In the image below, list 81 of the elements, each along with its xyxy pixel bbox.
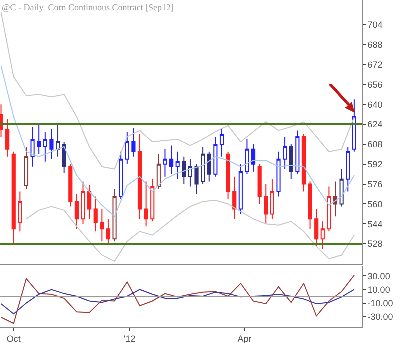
line-series — [0, 274, 355, 324]
x-tick-label: Oct — [6, 334, 22, 343]
line-series — [0, 66, 355, 218]
candlestick — [56, 122, 60, 158]
candlestick — [296, 130, 300, 175]
candlestick — [308, 181, 312, 230]
candlestick — [194, 164, 199, 195]
y-tick-label: 688 — [368, 40, 383, 50]
candlestick — [232, 176, 237, 220]
candlestick — [327, 186, 332, 232]
y-tick-label: 704 — [368, 20, 383, 30]
candlestick — [106, 218, 111, 246]
y-tick-label: 608 — [368, 140, 383, 150]
candlestick — [138, 134, 142, 220]
candlestick — [0, 104, 4, 138]
y-tick-label: -30.00 — [368, 312, 394, 322]
candlestick — [302, 134, 306, 192]
candlestick — [125, 132, 130, 165]
candlestick — [100, 208, 104, 242]
candlestick — [346, 146, 350, 192]
candlestick — [182, 156, 186, 185]
candlestick — [68, 164, 73, 208]
line-series — [0, 289, 355, 315]
candlestick — [314, 208, 319, 248]
y-tick-label: 656 — [368, 80, 383, 90]
candlestick — [176, 151, 180, 180]
candlestick — [352, 99, 356, 152]
candlestick — [144, 181, 148, 228]
y-tick-label: 576 — [368, 179, 383, 190]
candlestick — [94, 196, 98, 232]
line-series — [26, 200, 355, 262]
line-series — [0, 12, 355, 170]
candlestick — [226, 151, 230, 200]
candlestick — [169, 145, 174, 175]
y-tick-label: -10.00 — [368, 298, 394, 308]
y-tick-label: 30.00 — [368, 271, 390, 282]
candlestick — [264, 184, 268, 225]
candlestick — [188, 158, 193, 188]
candlestick — [283, 136, 288, 170]
candlestick — [258, 164, 262, 205]
y-tick-label: 624 — [368, 120, 383, 130]
candlestick — [18, 191, 22, 232]
y-tick-label: 560 — [368, 199, 383, 210]
candlestick — [163, 148, 168, 178]
x-tick-label: '12 — [124, 334, 136, 343]
candlestick — [207, 151, 212, 182]
candlestick — [30, 126, 35, 168]
candlestick — [320, 221, 325, 250]
candlestick — [24, 146, 29, 190]
y-tick-label: 10.00 — [368, 284, 390, 295]
candlestick — [238, 164, 243, 215]
candlestick — [156, 154, 161, 190]
candlestick — [333, 181, 338, 218]
candlestick — [276, 151, 281, 198]
candlestick — [132, 128, 136, 158]
y-tick-label: 528 — [368, 239, 383, 250]
candlestick — [43, 132, 48, 162]
candlestick — [62, 141, 66, 174]
candlestick — [340, 168, 344, 208]
candlestick — [201, 146, 206, 185]
y-tick-label: 640 — [368, 100, 383, 110]
y-tick-label: 672 — [368, 60, 383, 70]
candlestick — [289, 144, 294, 180]
candlestick — [37, 122, 42, 155]
candlestick — [88, 185, 92, 220]
candlestick — [119, 151, 124, 200]
candlestick — [214, 136, 218, 178]
candlestick — [74, 194, 79, 230]
y-tick-label: 592 — [368, 160, 383, 170]
candlestick — [251, 144, 256, 172]
candlestick — [6, 119, 10, 158]
candlestick — [12, 151, 16, 245]
chart-title: @C - Daily Corn Continuous Contract [Sep12] — [2, 2, 174, 12]
candlestick — [150, 178, 155, 222]
candlestick — [220, 128, 224, 158]
y-tick-label: 544 — [368, 219, 383, 230]
candlestick — [245, 138, 250, 175]
candlestick — [112, 188, 117, 242]
candlestick — [270, 178, 274, 220]
candlestick — [81, 181, 86, 225]
candlestick — [50, 129, 54, 160]
